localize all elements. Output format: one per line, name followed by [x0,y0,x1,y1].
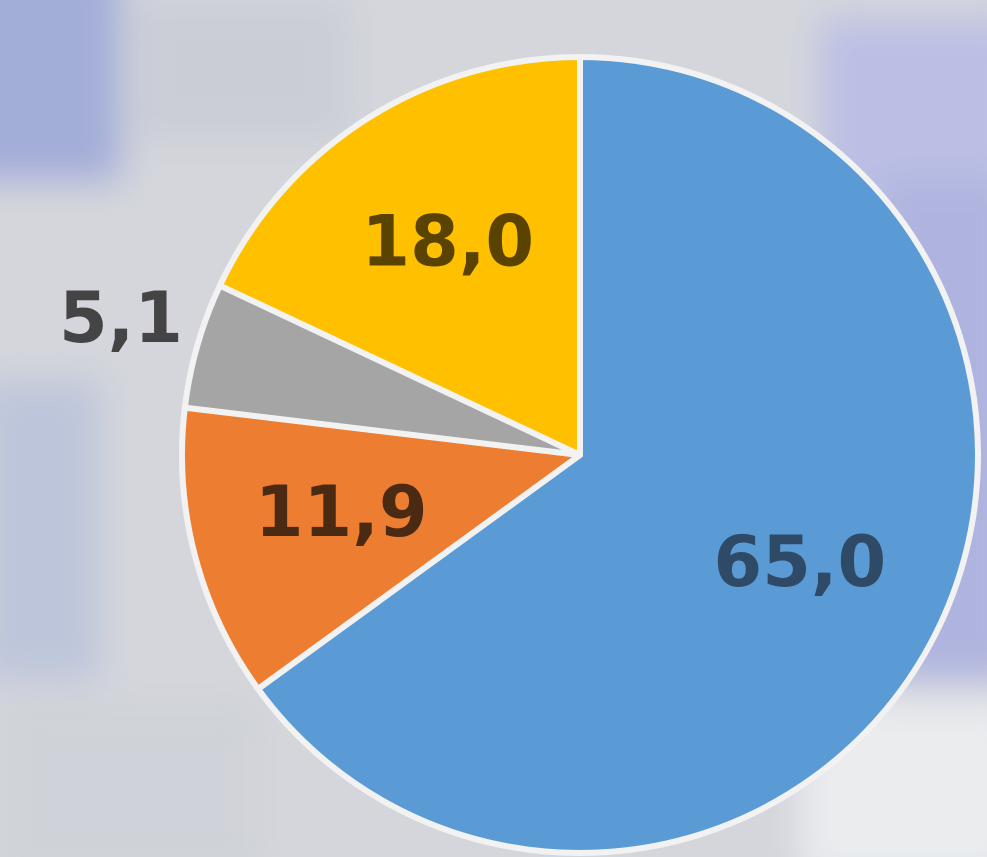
data-label: 18,0 [361,201,534,283]
pie-slice [179,404,583,692]
pie-slice [255,54,981,856]
pie-slice [216,54,583,458]
data-label: 5,1 [59,277,183,359]
data-label: 65,0 [714,521,887,603]
data-label: 11,9 [255,471,428,553]
pie: 65,0 11,9 5,1 18,0 [59,54,981,856]
